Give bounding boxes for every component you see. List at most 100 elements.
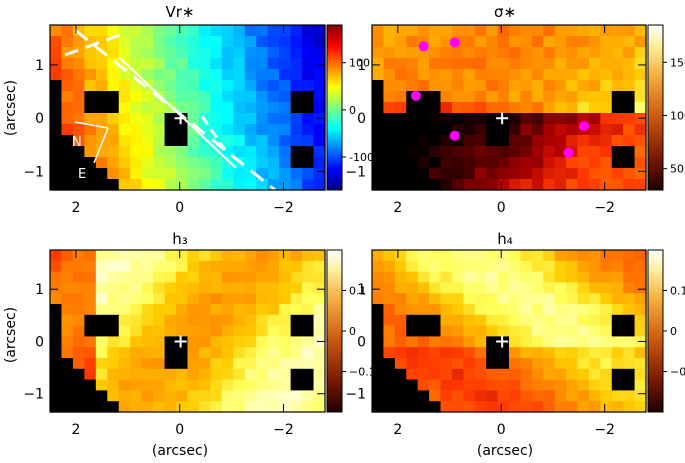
- map-cell: [531, 358, 544, 370]
- map-cell: [372, 113, 385, 125]
- axes-frame: 2 0 −210−1: [345, 249, 647, 438]
- map-cell: [406, 336, 419, 348]
- map-cell: [588, 179, 601, 191]
- map-cell: [107, 401, 120, 413]
- map-cell: [153, 102, 166, 114]
- map-cell: [50, 314, 63, 327]
- map-cell: [130, 282, 143, 294]
- map-cell: [279, 47, 292, 59]
- map-cell: [141, 325, 154, 337]
- map-cell: [244, 379, 257, 391]
- map-cell: [84, 304, 97, 316]
- map-cell: [187, 25, 200, 37]
- map-cell: [302, 146, 315, 158]
- map-cell: [417, 325, 430, 337]
- map-cell: [474, 113, 487, 125]
- map-cell: [130, 260, 143, 273]
- map-cell: [153, 314, 166, 327]
- map-cell: [72, 401, 85, 413]
- map-cell: [566, 390, 579, 402]
- map-cell: [417, 168, 430, 180]
- map-cell: [244, 336, 257, 348]
- map-cell: [406, 179, 419, 191]
- map-cell: [451, 401, 464, 413]
- map-cell: [383, 390, 396, 402]
- map-cell: [95, 358, 108, 370]
- map-cell: [440, 25, 453, 37]
- map-cell: [233, 91, 246, 103]
- panel-h4: h₄ 0.10−0.1 20−210−1: [345, 230, 685, 438]
- map-cell: [554, 36, 567, 48]
- map-cell: [61, 25, 74, 37]
- map-cell: [451, 368, 464, 381]
- map-cell: [577, 250, 590, 262]
- axes-frame: 2 0 −210−1: [23, 249, 326, 438]
- map-cell: [72, 36, 85, 48]
- map-cell: [187, 401, 200, 413]
- map-cell: [84, 179, 97, 191]
- map-cell: [256, 304, 269, 316]
- map-cell: [107, 358, 120, 370]
- map-cell: [451, 260, 464, 273]
- map-cell: [509, 157, 522, 169]
- map-cell: [497, 260, 510, 273]
- map-cell: [130, 314, 143, 327]
- map-cell: [279, 282, 292, 294]
- map-cell: [463, 325, 476, 337]
- map-cell: [566, 368, 579, 381]
- map-cell: [164, 146, 177, 158]
- map-cell: [302, 135, 315, 147]
- map-cell: [267, 304, 280, 316]
- map-cell: [486, 314, 499, 327]
- map-cell: [95, 282, 108, 294]
- map-cell: [50, 36, 63, 48]
- map-cell: [118, 325, 131, 337]
- map-cell: [267, 314, 280, 327]
- map-cell: [383, 347, 396, 359]
- map-cell: [531, 80, 544, 92]
- map-cell: [577, 135, 590, 147]
- map-cell: [176, 102, 189, 114]
- map-cell: [486, 358, 499, 370]
- map-cell: [440, 282, 453, 294]
- map-cell: [406, 135, 419, 147]
- map-cell: [130, 347, 143, 359]
- map-cell: [176, 271, 189, 283]
- colorbar-tick-label: 150: [670, 56, 685, 69]
- map-cell: [531, 390, 544, 402]
- map-cell: [588, 157, 601, 169]
- map-cell: [429, 47, 442, 59]
- map-cell: [417, 379, 430, 391]
- map-cell: [244, 80, 257, 92]
- map-cell: [72, 124, 85, 136]
- map-cell: [302, 271, 315, 283]
- map-cell: [531, 102, 544, 114]
- map-cell: [72, 58, 85, 70]
- map-cell: [372, 69, 385, 81]
- map-cell: [543, 157, 556, 169]
- map-cell: [406, 260, 419, 273]
- map-cell: [50, 368, 63, 381]
- map-cell: [509, 379, 522, 391]
- map-cell: [187, 91, 200, 103]
- map-cell: [577, 358, 590, 370]
- map-cell: [429, 80, 442, 92]
- map-cell: [210, 282, 223, 294]
- map-cell: [290, 401, 303, 413]
- map-cell: [451, 168, 464, 180]
- map-cell: [509, 58, 522, 70]
- map-cell: [302, 325, 315, 337]
- map-cell: [577, 47, 590, 59]
- x-tick-label: −2: [594, 200, 615, 216]
- map-cell: [417, 250, 430, 262]
- map-cell: [497, 347, 510, 359]
- map-cell: [130, 293, 143, 305]
- map-cell: [72, 47, 85, 59]
- map-cell: [141, 358, 154, 370]
- map-cell: [634, 336, 647, 348]
- map-cell: [394, 146, 407, 158]
- map-cell: [588, 336, 601, 348]
- map-cell: [233, 80, 246, 92]
- map-cell: [463, 401, 476, 413]
